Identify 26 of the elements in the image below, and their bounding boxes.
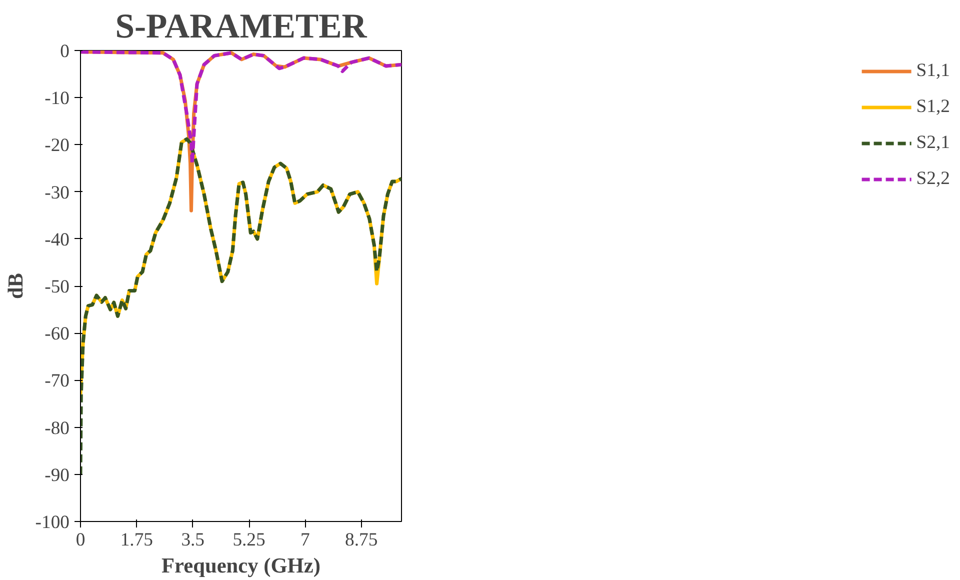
x-tick-label: 1.75	[120, 530, 154, 550]
x-axis-title: Frequency (GHz)	[162, 554, 320, 578]
line-series	[80, 50, 402, 166]
y-tick-label: -70	[44, 370, 70, 392]
y-tick-label: -50	[44, 276, 70, 298]
y-tick-label: -90	[44, 464, 70, 486]
y-tick-label: 0	[60, 41, 70, 62]
x-tick-label: 8.75	[345, 530, 378, 550]
legend-label: S2,1	[916, 132, 950, 154]
y-tick-label: -100	[35, 512, 70, 533]
y-tick-label: -30	[44, 182, 70, 204]
chart-title: S-PARAMETER	[115, 8, 368, 46]
x-tick-label: 0	[76, 530, 86, 550]
legend-label: S1,2	[916, 96, 950, 118]
x-tick-label: 7	[300, 530, 310, 550]
x-tick-label: 3.5	[181, 530, 205, 550]
line-series	[80, 137, 402, 476]
y-tick-label: -60	[44, 324, 70, 345]
y-tick-label: -40	[44, 229, 70, 250]
y-tick-label: -20	[44, 135, 70, 156]
y-axis-title: dB	[3, 272, 28, 300]
x-tick-label: 5.25	[232, 530, 266, 550]
legend-label: S2,2	[916, 168, 950, 190]
legend-label: S1,1	[916, 60, 950, 82]
y-tick-label: -10	[44, 88, 70, 110]
y-tick-label: -80	[44, 418, 70, 439]
